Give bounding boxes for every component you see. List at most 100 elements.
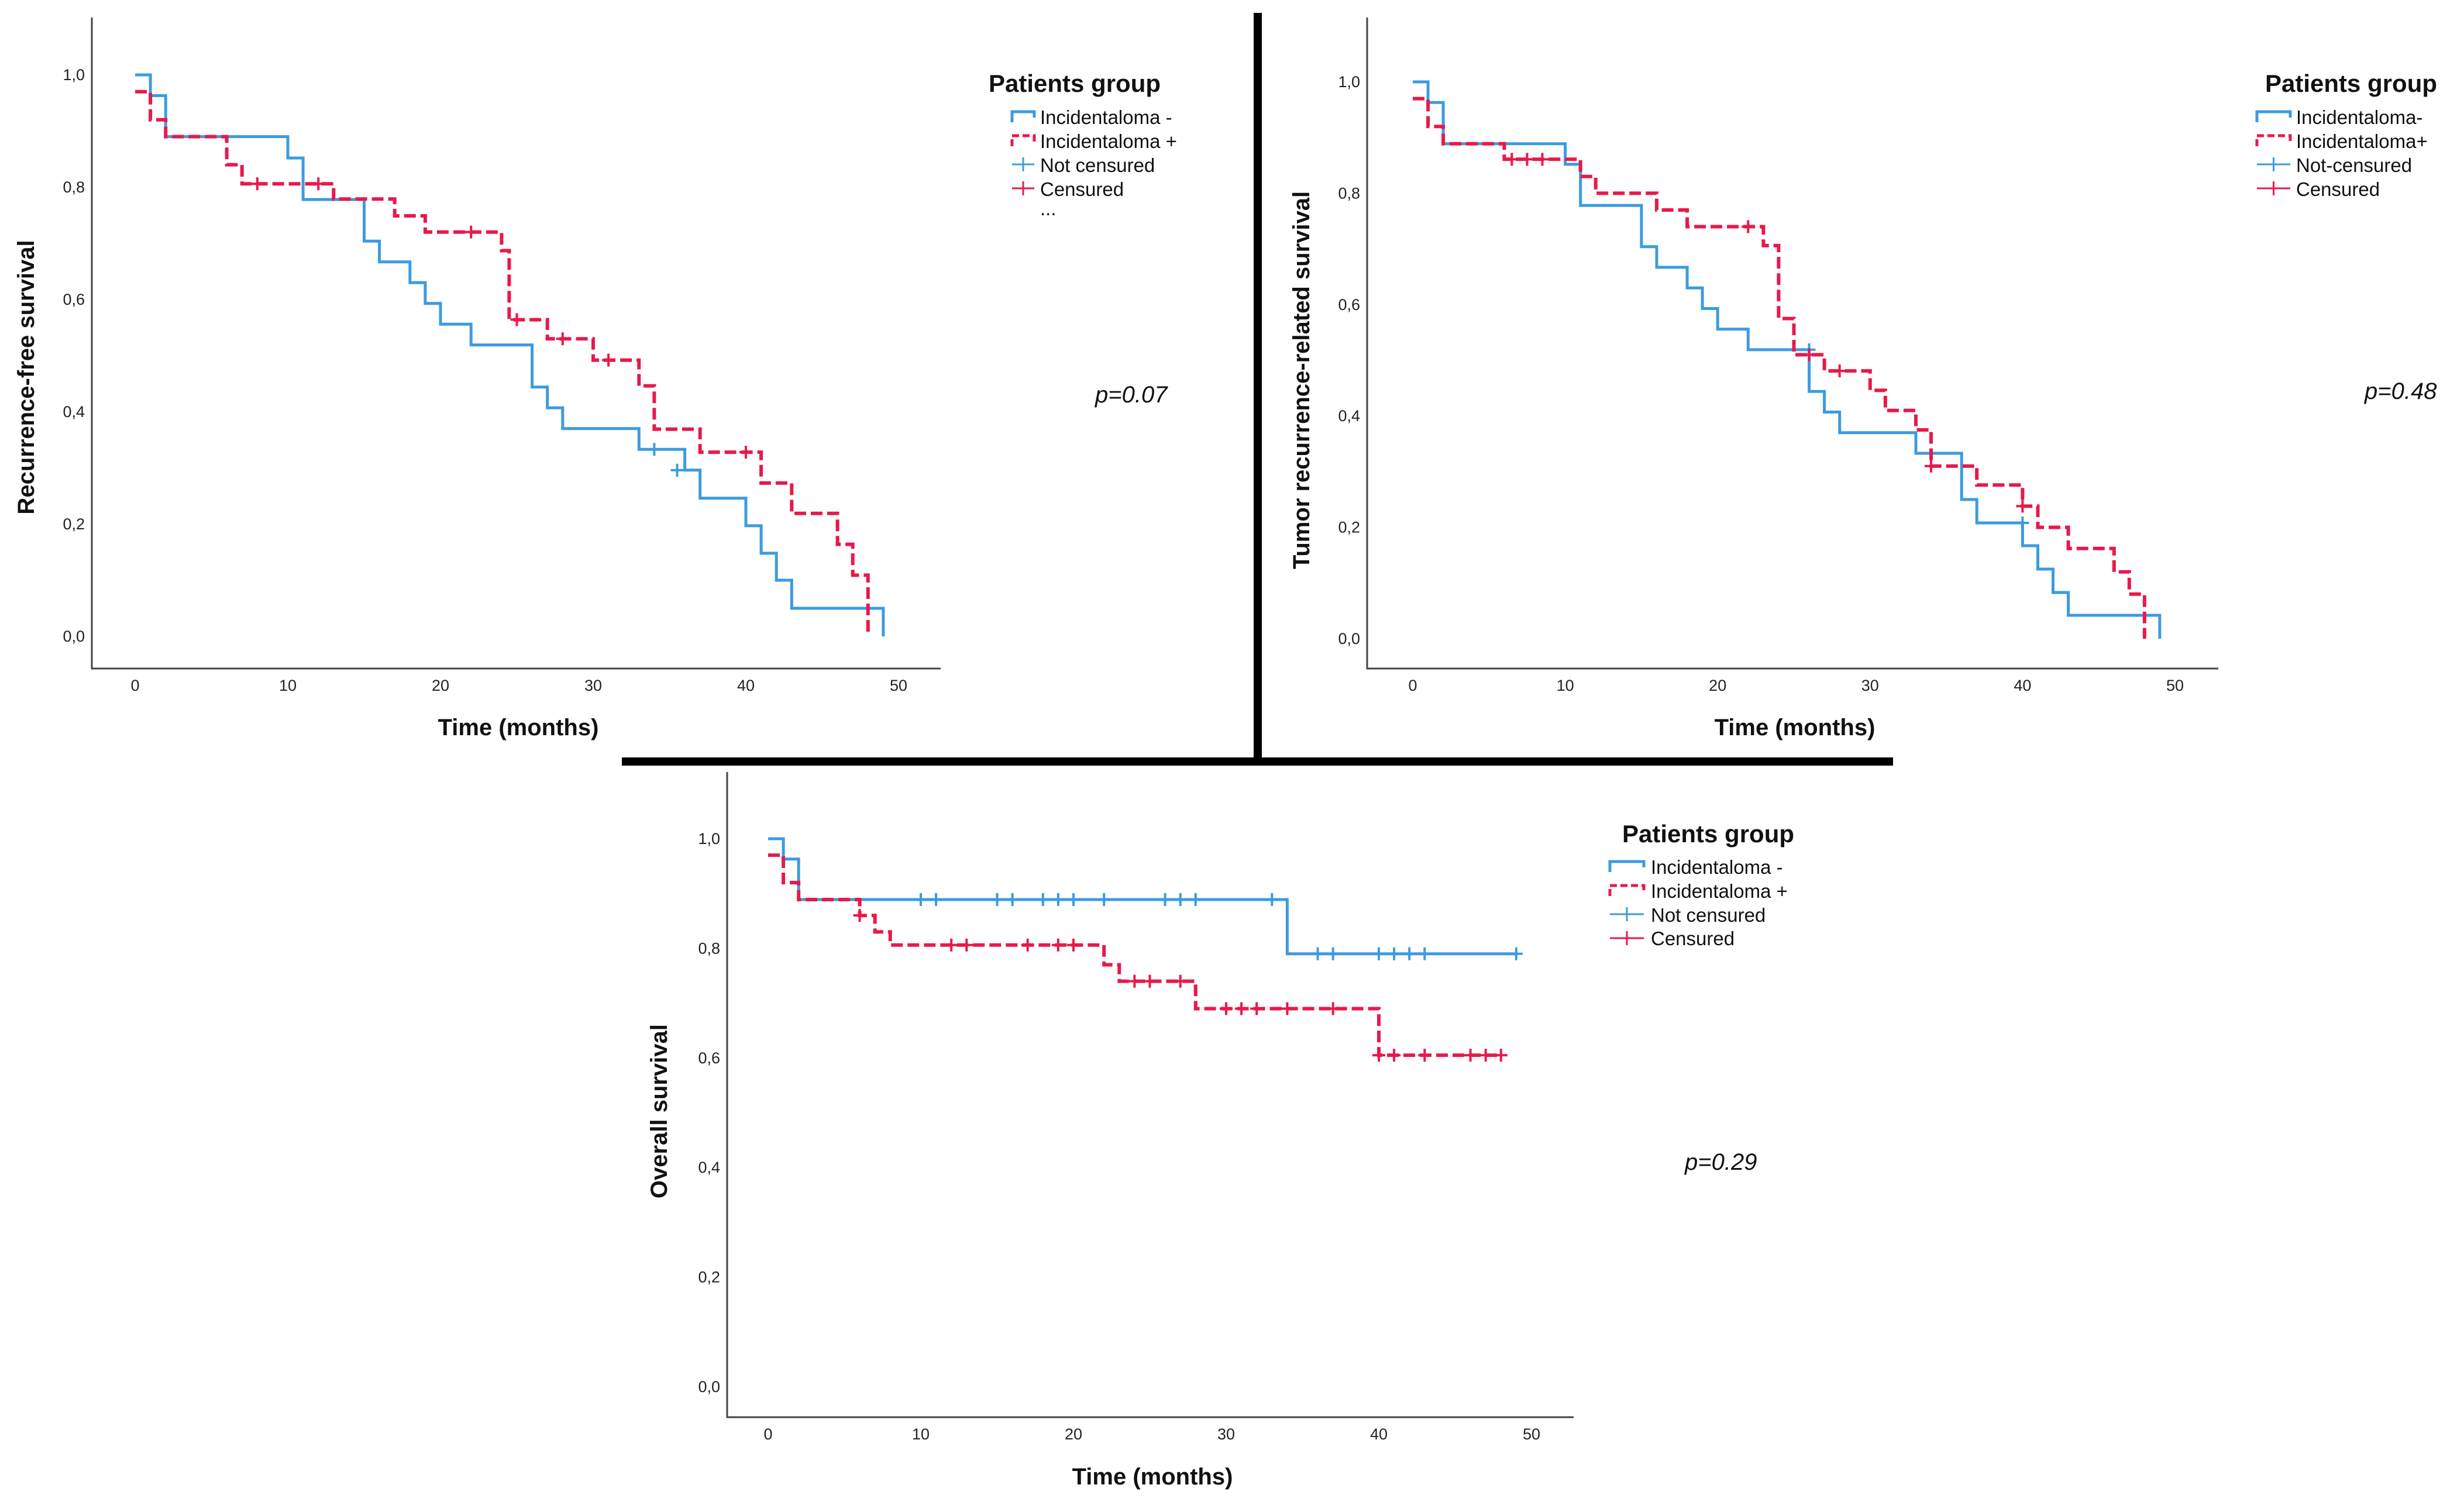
chart-0-xtick-label: 10 <box>279 677 297 694</box>
chart-1-xtick-label: 20 <box>1709 677 1726 694</box>
chart-1-series-incidentaloma-plus-censor-mark <box>1833 364 1846 378</box>
chart-1-ytick-label: 0,0 <box>1338 630 1360 647</box>
chart-0-ytick-label: 1,0 <box>63 66 85 84</box>
chart-0-legend-incidentaloma-plus: Incidentaloma + <box>1040 130 1177 152</box>
chart-2-legend-swatch-censured <box>1610 931 1644 945</box>
chart-0-legend-swatch-not-censured <box>1012 157 1034 171</box>
chart-2-series-incidentaloma-plus-censor-mark <box>1143 974 1157 988</box>
chart-2-p-value: p=0.29 <box>1684 1149 1757 1175</box>
chart-1-series-incidentaloma-plus-censor-mark <box>1925 459 1938 473</box>
chart-2-series-incidentaloma-plus-censor-mark <box>1464 1049 1477 1062</box>
chart-1-legend-incidentaloma-minus: Incidentaloma- <box>2296 106 2422 128</box>
chart-0-xtick-label: 40 <box>737 677 755 694</box>
chart-2-series-incidentaloma-minus-censor-mark <box>1158 893 1172 907</box>
chart-2-series-incidentaloma-minus-censor-mark <box>1067 893 1080 907</box>
chart-0-ytick-label: 0,8 <box>63 178 85 196</box>
chart-0-axes <box>91 18 941 670</box>
chart-0-xlabel: Time (months) <box>438 715 599 740</box>
chart-0-xtick-label: 50 <box>890 677 907 694</box>
chart-1-series-incidentaloma-minus-line <box>1413 80 2162 639</box>
chart-0-xtick-label: 0 <box>130 677 139 694</box>
chart-2-series-incidentaloma-minus-censor-mark <box>1036 893 1049 907</box>
chart-0-series-incidentaloma-plus-line <box>135 89 870 636</box>
chart-2-series-incidentaloma-plus-censor-mark <box>1494 1049 1508 1062</box>
chart-0-series-incidentaloma-plus-censor-mark <box>464 225 478 239</box>
chart-2-series-incidentaloma-minus-censor-mark <box>1051 893 1065 907</box>
chart-0-xtick-label: 30 <box>584 677 602 694</box>
chart-2-legend-incidentaloma-minus: Incidentaloma - <box>1651 856 1783 878</box>
chart-0-series-incidentaloma-plus-censor-mark <box>739 446 752 459</box>
chart-1-series-incidentaloma-minus-censor-mark <box>2016 516 2029 529</box>
chart-2-legend-swatch-not-censured <box>1610 907 1644 921</box>
chart-1-series-incidentaloma-plus-censor-mark <box>1742 220 1755 233</box>
chart-0-legend-swatch-censured <box>1012 181 1034 195</box>
chart-1-xlabel: Time (months) <box>1715 715 1875 740</box>
chart-2-xtick-label: 0 <box>763 1425 772 1443</box>
chart-2-series-incidentaloma-minus-censor-mark <box>930 893 943 907</box>
chart-2-series-incidentaloma-plus-censor-mark <box>1372 1049 1385 1062</box>
chart-2-series-incidentaloma-plus-censor-mark <box>1388 1049 1401 1062</box>
chart-1-ytick-label: 0,2 <box>1338 519 1360 536</box>
chart-2-series-incidentaloma-minus-line <box>768 837 1516 956</box>
chart-0-ytick-label: 0,6 <box>63 291 85 308</box>
chart-1-axes <box>1366 18 2218 670</box>
chart-2-series-incidentaloma-plus-censor-mark <box>1250 1002 1264 1015</box>
chart-1-ytick-label: 0,6 <box>1338 296 1360 314</box>
chart-0-ylabel: Recurrence-free survival <box>13 240 39 514</box>
chart-2-ytick-label: 0,6 <box>698 1049 720 1067</box>
chart-2-series-incidentaloma-minus-censor-mark <box>1265 893 1279 907</box>
chart-2-legend-swatch-incidentaloma-minus <box>1608 860 1646 872</box>
chart-2-ytick-label: 0,8 <box>698 939 720 957</box>
chart-1-xtick-label: 10 <box>1557 677 1574 694</box>
chart-0-series-incidentaloma-plus-censor-mark <box>556 332 569 346</box>
chart-0-legend-title: Patients group <box>989 70 1161 97</box>
chart-0-legend-censured: Censured <box>1040 178 1124 200</box>
chart-2-legend-incidentaloma-plus: Incidentaloma + <box>1651 880 1788 902</box>
chart-0-series-incidentaloma-plus-censor-mark <box>602 353 615 367</box>
chart-2-series-incidentaloma-plus-censor-mark <box>1051 938 1065 952</box>
chart-2-xlabel: Time (months) <box>1072 1464 1233 1490</box>
chart-2-series-incidentaloma-minus-censor-mark <box>1326 947 1340 960</box>
chart-2-xtick-label: 20 <box>1065 1425 1082 1443</box>
chart-2-series-incidentaloma-minus-censor-mark <box>1418 947 1431 960</box>
chart-1-series-incidentaloma-plus-censor-mark <box>1536 153 1549 166</box>
chart-2-series-incidentaloma-plus-censor-mark <box>945 938 958 952</box>
overall-survival-chart: Overall survival Time (months) Patients … <box>646 772 1794 1490</box>
chart-0-legend-incidentaloma-minus: Incidentaloma - <box>1040 106 1172 128</box>
chart-2-series-incidentaloma-minus-censor-mark <box>1509 947 1523 960</box>
chart-2-axes <box>726 772 1574 1418</box>
chart-1-series-incidentaloma-plus-censor-mark <box>2016 499 2029 513</box>
chart-2-series-incidentaloma-plus-censor-mark <box>1479 1049 1492 1062</box>
chart-2-legend-not-censured: Not censured <box>1651 904 1766 926</box>
chart-1-legend-censured: Censured <box>2296 178 2380 200</box>
chart-2-legend-title: Patients group <box>1622 820 1794 848</box>
chart-1-series-incidentaloma-plus-line <box>1413 97 2146 639</box>
chart-0-series-incidentaloma-minus-censor-mark <box>670 463 684 477</box>
chart-2-series-incidentaloma-minus-censor-mark <box>1372 947 1385 960</box>
chart-1-legend-not-censured: Not-censured <box>2296 154 2412 176</box>
chart-2-series-incidentaloma-plus-line <box>768 853 1501 1057</box>
chart-1-legend-incidentaloma-plus: Incidentaloma+ <box>2296 130 2428 152</box>
chart-2-series-incidentaloma-minus-censor-mark <box>1388 947 1401 960</box>
chart-0-legend-not-censured: Not censured <box>1040 154 1155 176</box>
chart-2-xtick-label: 40 <box>1370 1425 1388 1443</box>
chart-1-legend-swatch-incidentaloma-plus <box>2255 134 2292 146</box>
chart-0-xtick-label: 20 <box>432 677 449 694</box>
chart-2-series-incidentaloma-minus-censor-mark <box>1174 893 1187 907</box>
chart-2-series-incidentaloma-plus-censor-mark <box>1021 938 1034 952</box>
chart-2-ylabel: Overall survival <box>646 1024 672 1198</box>
chart-0-ytick-label: 0,2 <box>63 515 85 533</box>
chart-2-series-incidentaloma-minus-censor-mark <box>990 893 1004 907</box>
chart-2-ytick-label: 0,4 <box>698 1159 720 1176</box>
chart-0-series-incidentaloma-plus-censor-mark <box>250 177 264 191</box>
chart-1-series-incidentaloma-plus-censor-mark <box>1520 153 1534 166</box>
chart-2-series-incidentaloma-plus-censor-mark <box>1067 938 1080 952</box>
chart-2-series-incidentaloma-plus-censor-mark <box>1174 974 1187 988</box>
chart-2-series-incidentaloma-minus-censor-mark <box>1189 893 1202 907</box>
chart-1-legend-swatch-incidentaloma-minus <box>2255 110 2292 122</box>
chart-2-series-incidentaloma-plus-censor-mark <box>1128 974 1141 988</box>
chart-1-p-value: p=0.48 <box>2364 378 2437 404</box>
chart-0-series-incidentaloma-plus-censor-mark <box>510 313 524 326</box>
chart-1-series-incidentaloma-plus-censor-mark <box>1505 153 1519 166</box>
